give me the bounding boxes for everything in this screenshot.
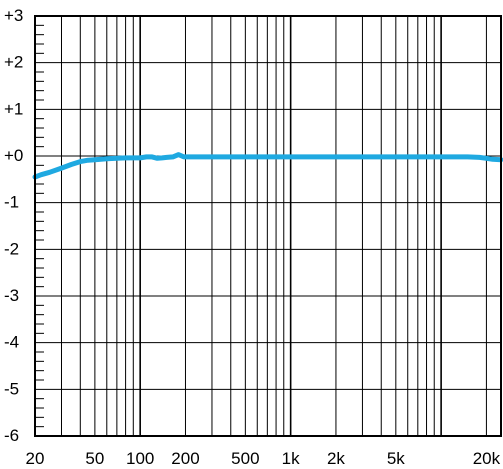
x-tick-label: 100 [126,449,154,468]
x-tick-label: 5k [387,449,405,468]
y-axis-tick-labels: +3 +2 +1 +0 -1 -2 -3 -4 -5 -6 [4,6,23,445]
y-tick-label: -6 [4,426,19,445]
y-tick-label: -5 [4,379,19,398]
y-tick-label: +0 [4,146,23,165]
plot-frame [34,15,502,437]
x-tick-label: 200 [171,449,199,468]
x-tick-label: 1k [282,449,300,468]
y-tick-label: +2 [4,53,23,72]
x-tick-label: 50 [85,449,104,468]
y-tick-label: -3 [4,286,19,305]
minor-grid [35,16,501,436]
response-curve [32,152,503,180]
y-tick-label: -1 [4,193,19,212]
x-axis-tick-labels: 20 50 100 200 500 1k 2k 5k 20k [26,449,501,468]
x-tick-label: 20 [26,449,45,468]
x-tick-label: 20k [473,449,501,468]
y-tick-label: +1 [4,99,23,118]
y-tick-label: -2 [4,239,19,258]
y-tick-label: +3 [4,6,23,25]
series-group [32,152,503,180]
x-tick-label: 500 [231,449,259,468]
x-tick-label: 2k [327,449,345,468]
y-tick-label: -4 [4,333,19,352]
major-grid [139,16,442,436]
y-axis-ticks [35,24,44,428]
